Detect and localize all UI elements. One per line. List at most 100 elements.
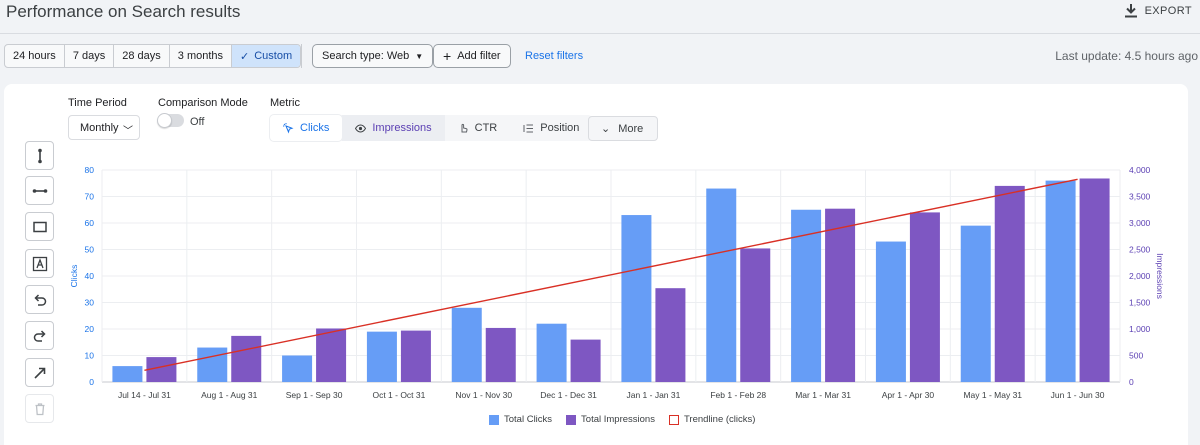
metric-tab-impressions[interactable]: Impressions (342, 115, 445, 141)
legend-label-trendline: Trendline (clicks) (683, 414, 756, 425)
legend-item-clicks[interactable]: Total Clicks (489, 414, 552, 425)
range-custom[interactable]: ✓ Custom (232, 45, 301, 67)
bar-impressions (485, 327, 516, 382)
bar-impressions (570, 339, 601, 382)
bar-impressions (400, 330, 431, 382)
eye-icon (355, 123, 367, 133)
text-box-tool[interactable] (25, 249, 54, 278)
bar-clicks (706, 188, 737, 382)
x-tick-label: Jan 1 - Jan 31 (626, 390, 680, 400)
x-tick-label: Feb 1 - Feb 28 (710, 390, 766, 400)
undo-icon (33, 293, 46, 306)
y2-axis-title: Impressions (1155, 253, 1165, 299)
bar-impressions (994, 185, 1025, 382)
undo-tool[interactable] (25, 285, 54, 314)
reset-filters-link[interactable]: Reset filters (525, 50, 584, 62)
bar-clicks (451, 307, 482, 382)
legend-swatch-trendline (668, 414, 679, 425)
header: Performance on Search results EXPORT (0, 0, 1200, 34)
bar-impressions (740, 248, 771, 382)
range-custom-label: Custom (254, 50, 293, 62)
search-type-dropdown[interactable]: Search type: Web ▼ (312, 44, 434, 68)
y2-tick-label: 2,500 (1129, 245, 1151, 255)
x-tick-label: Sep 1 - Sep 30 (286, 390, 343, 400)
y2-tick-label: 500 (1129, 351, 1143, 361)
x-tick-label: May 1 - May 31 (963, 390, 1022, 400)
range-7-days[interactable]: 7 days (65, 45, 115, 67)
last-update-text: Last update: 4.5 hours ago (1055, 49, 1198, 63)
bar-impressions (909, 212, 940, 382)
range-24-hours[interactable]: 24 hours (5, 45, 65, 67)
metric-tab-ctr-label: CTR (474, 122, 498, 134)
chevron-down-icon: ⌄ (601, 123, 611, 135)
time-period-value: Monthly (80, 121, 119, 134)
vertical-line-icon (37, 148, 42, 163)
metric-tabs: Clicks Impressions CTR Position (270, 115, 593, 141)
metric-tab-position[interactable]: Position (510, 115, 592, 141)
x-tick-label: Mar 1 - Mar 31 (795, 390, 851, 400)
bar-impressions (231, 335, 262, 382)
y2-tick-label: 1,000 (1129, 324, 1151, 334)
time-period-select[interactable]: Monthly ﹀ (68, 115, 140, 140)
bar-impressions (316, 328, 347, 382)
cursor-click-icon (283, 122, 294, 133)
page-title: Performance on Search results (6, 2, 241, 21)
rectangle-tool[interactable] (25, 212, 54, 241)
metric-label: Metric (270, 97, 300, 109)
trendline (144, 178, 1078, 372)
bar-clicks (197, 347, 228, 382)
export-button[interactable]: EXPORT (1124, 4, 1192, 18)
more-label: More (618, 122, 644, 135)
y-tick-label: 40 (85, 271, 95, 281)
bar-clicks (536, 323, 567, 382)
x-tick-label: Aug 1 - Aug 31 (201, 390, 258, 400)
export-label: EXPORT (1144, 5, 1192, 17)
y2-tick-label: 3,500 (1129, 192, 1151, 202)
y-tick-label: 20 (85, 324, 95, 334)
add-filter-button[interactable]: + Add filter (433, 44, 511, 68)
y2-tick-label: 0 (1129, 377, 1134, 387)
y2-tick-label: 1,500 (1129, 298, 1151, 308)
metric-tab-clicks[interactable]: Clicks (270, 115, 343, 141)
legend-item-trendline[interactable]: Trendline (clicks) (668, 414, 756, 425)
range-3-months[interactable]: 3 months (170, 45, 233, 67)
metric-tab-ctr[interactable]: CTR (445, 115, 511, 141)
vertical-line-tool[interactable] (25, 141, 54, 170)
x-tick-label: Oct 1 - Oct 31 (372, 390, 425, 400)
x-tick-label: Jul 14 - Jul 31 (118, 390, 171, 400)
caret-down-icon: ▼ (415, 51, 424, 61)
more-metrics-button[interactable]: ⌄ More (588, 116, 658, 141)
x-tick-label: Apr 1 - Apr 30 (882, 390, 935, 400)
comparison-state: Off (190, 116, 205, 128)
redo-icon (33, 329, 46, 342)
legend-label-impressions: Total Impressions (581, 414, 655, 425)
y-tick-label: 60 (85, 218, 95, 228)
legend-label-clicks: Total Clicks (504, 414, 553, 425)
x-tick-label: Nov 1 - Nov 30 (455, 390, 512, 400)
comparison-mode-label: Comparison Mode (158, 97, 248, 109)
bar-clicks (875, 241, 906, 382)
metric-tab-clicks-label: Clicks (300, 122, 330, 134)
check-icon: ✓ (240, 50, 250, 63)
delete-tool[interactable] (25, 394, 54, 423)
text-box-icon (32, 256, 47, 271)
bar-clicks (112, 366, 143, 382)
range-28-days[interactable]: 28 days (114, 45, 170, 67)
comparison-toggle[interactable] (157, 113, 184, 128)
bar-impressions (1079, 178, 1110, 382)
legend-swatch-impressions (566, 414, 577, 425)
horizontal-line-tool[interactable] (25, 176, 54, 205)
search-type-label: Search type: Web (322, 50, 410, 62)
arrow-tool[interactable] (25, 358, 54, 387)
trash-icon (35, 402, 44, 415)
legend-item-impressions[interactable]: Total Impressions (566, 414, 655, 425)
y-tick-label: 70 (85, 192, 95, 202)
filter-toolbar: 24 hours 7 days 28 days 3 months ✓ Custom… (0, 43, 1200, 69)
legend-swatch-clicks (489, 414, 499, 425)
redo-tool[interactable] (25, 321, 54, 350)
bar-impressions (825, 208, 856, 382)
bar-clicks (282, 355, 313, 382)
toggle-knob (157, 113, 172, 128)
bar-clicks (1045, 180, 1076, 382)
